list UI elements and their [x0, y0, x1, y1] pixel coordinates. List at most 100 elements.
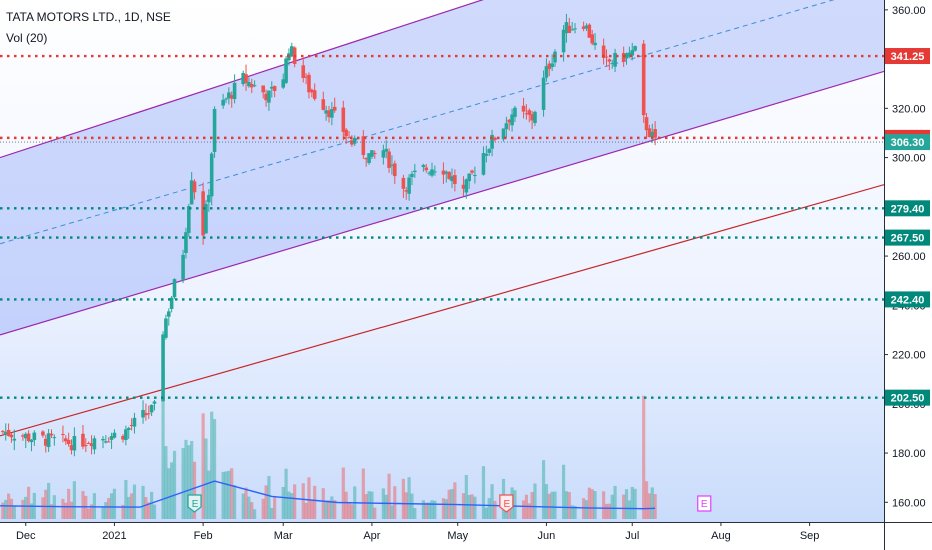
candle-body — [581, 26, 586, 29]
volume-bar — [321, 488, 325, 519]
y-tick-label: 160.00 — [892, 497, 926, 509]
candle-body — [473, 174, 477, 176]
candle-body — [407, 177, 411, 194]
candle-body — [444, 171, 449, 174]
candle-body — [92, 438, 97, 450]
candle-body — [121, 435, 125, 440]
candle-body — [227, 92, 231, 99]
volume-bar — [470, 494, 474, 519]
candle-body — [181, 254, 185, 280]
channel-midline — [0, 0, 835, 245]
volume-bar — [622, 494, 626, 519]
volume-bar — [404, 492, 408, 519]
volume-ma-line — [0, 480, 656, 510]
candle-body — [501, 128, 506, 140]
volume-bar — [642, 395, 646, 519]
candle-body — [541, 77, 546, 110]
candle-body — [332, 106, 337, 111]
volume-bar — [330, 496, 334, 519]
candle-body — [307, 74, 311, 93]
volume-bar — [424, 502, 428, 519]
volume-bar — [567, 492, 571, 519]
volume-bar — [152, 504, 157, 519]
y-tick-label: 260.00 — [892, 251, 926, 263]
candle-body — [304, 76, 308, 78]
volume-bar — [413, 508, 417, 519]
volume-bar — [464, 474, 468, 519]
candle-body — [433, 171, 437, 173]
candle-body — [172, 279, 177, 298]
candle-body — [487, 149, 492, 153]
y-tick-label: 360.00 — [892, 5, 926, 17]
candle-body — [453, 175, 457, 185]
volume-bar — [161, 369, 165, 519]
volume-bar — [304, 502, 308, 519]
plot-area — [0, 0, 884, 519]
volume-bar — [273, 497, 277, 519]
candle-body — [390, 164, 394, 166]
volume-bar — [69, 501, 74, 519]
volume-bar — [370, 491, 374, 519]
volume-bar — [144, 496, 148, 519]
candle-body — [513, 107, 517, 117]
volume-bar — [267, 476, 271, 519]
volume-bar — [207, 470, 211, 519]
candle-body — [321, 99, 326, 110]
volume-bar — [247, 496, 251, 519]
candle-body — [232, 82, 237, 100]
candle-body — [521, 105, 526, 112]
candle-body — [370, 150, 374, 157]
x-tick-label: Dec — [16, 530, 36, 542]
earnings-marker: E — [499, 494, 514, 513]
volume-bar — [590, 489, 594, 519]
volume-bar — [570, 505, 574, 519]
volume-bar — [550, 491, 554, 519]
earnings-badge — [499, 494, 514, 513]
volume-bar — [407, 477, 411, 519]
candle-body — [347, 137, 351, 139]
candle-body — [141, 409, 145, 418]
volume-bar — [607, 503, 611, 519]
volume-bar — [481, 466, 486, 519]
candle-body — [550, 63, 554, 68]
candle-body — [1, 431, 5, 433]
volume-bar — [644, 481, 649, 519]
volume-bar — [244, 487, 248, 519]
candle-body — [584, 25, 589, 29]
candle-body — [144, 413, 148, 416]
x-tick-label: Aug — [711, 530, 731, 542]
volume-bar — [44, 489, 48, 519]
candle-body — [166, 311, 171, 317]
volume-bar — [421, 500, 426, 519]
volume-bar — [473, 496, 477, 519]
x-tick-label: May — [447, 530, 468, 542]
candle-body — [410, 173, 414, 178]
volume-bar — [232, 484, 237, 519]
volume-bar — [584, 500, 589, 519]
volume-bar — [467, 494, 471, 519]
volume-bar — [324, 500, 328, 519]
volume-bar — [582, 498, 586, 519]
candle-body — [404, 190, 409, 192]
volume-bar — [630, 486, 634, 519]
volume-bar — [204, 438, 208, 519]
candle-body — [561, 29, 566, 53]
candle-body — [204, 203, 208, 234]
volume-bar — [170, 462, 174, 519]
volume-bar — [624, 489, 629, 519]
level-tag-202.50: 202.50 — [891, 393, 925, 405]
candle-body — [86, 443, 91, 445]
volume-bar — [253, 509, 257, 519]
candle-body — [527, 110, 532, 115]
volume-bar — [602, 491, 606, 519]
candle-body — [601, 45, 606, 58]
volume-bar — [387, 473, 391, 519]
volume-bar — [21, 499, 25, 519]
candle-body — [146, 413, 151, 415]
volume-bar — [593, 491, 597, 519]
candle-body — [504, 123, 509, 130]
level-tag-242.40: 242.40 — [891, 294, 925, 306]
volume-indicator-label: Vol (20) — [6, 31, 48, 45]
